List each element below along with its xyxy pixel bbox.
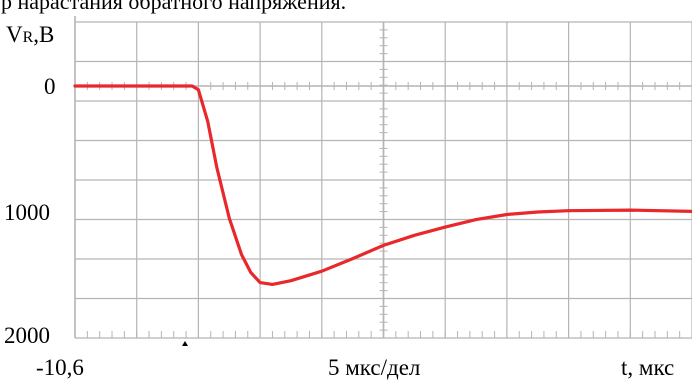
trigger-marker — [182, 341, 188, 346]
y-axis-label-unit: ,B — [33, 22, 54, 47]
header-fragment: р нарастания обратного напряжения. — [1, 0, 346, 14]
y-axis-label: VR,B — [6, 22, 54, 47]
x-scale-label: 5 мкс/дел — [328, 355, 420, 380]
y-tick-label: 0 — [44, 74, 56, 99]
x-start-label: -10,6 — [36, 355, 84, 380]
y-tick-label: 1000 — [4, 200, 50, 225]
y-axis-label-subscript: R — [23, 29, 34, 46]
plot-grid — [74, 16, 692, 339]
y-axis-label-main: V — [6, 22, 23, 47]
y-tick-label: 2000 — [4, 323, 50, 348]
y-tick-labels: 0 1000 2000 — [4, 74, 56, 348]
signal-trace — [73, 84, 692, 286]
x-axis-label: t, мкс — [621, 355, 674, 380]
series-line — [73, 84, 692, 286]
